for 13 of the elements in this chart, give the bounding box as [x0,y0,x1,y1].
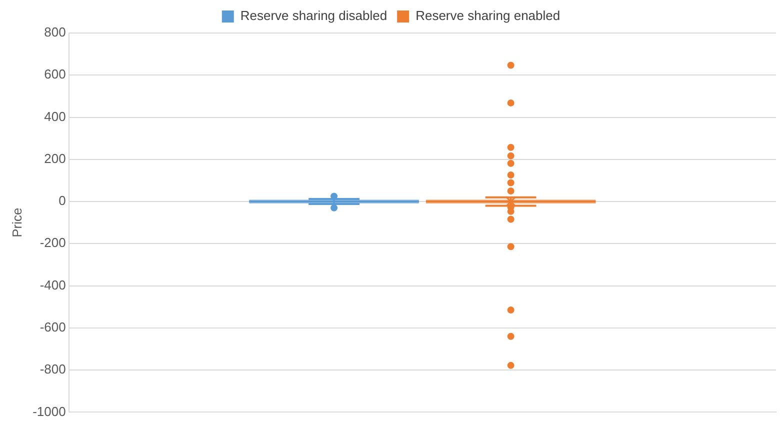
y-tick-label: 600 [44,66,66,82]
legend-label: Reserve sharing enabled [416,8,560,24]
y-tick-label: 200 [44,150,66,166]
y-tick-label: 400 [44,108,66,124]
y-tick-label: -400 [40,277,66,292]
y-tick-label: -200 [40,235,66,250]
y-tick-label: -800 [40,362,66,377]
y-tick-label: 800 [44,24,66,40]
y-tick-label: 0 [58,193,66,208]
y-tick-label: -1000 [32,404,66,419]
y-axis-title: Price [9,208,24,238]
y-tick-label: -600 [40,320,66,335]
legend-label: Reserve sharing disabled [240,8,388,24]
